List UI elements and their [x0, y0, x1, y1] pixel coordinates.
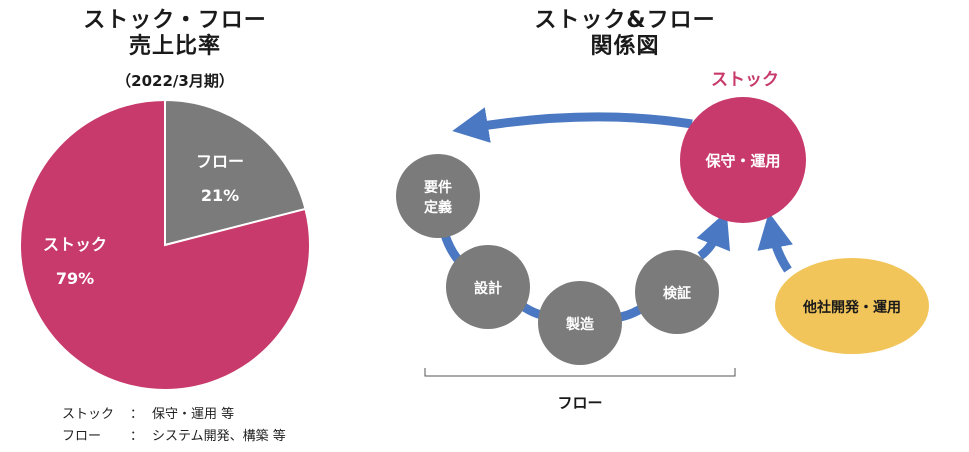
requirements-label-2: 定義 — [424, 199, 452, 216]
verify-arrow — [696, 211, 731, 260]
note-stock: ストック ： 保守・運用 等 — [62, 404, 362, 426]
note-flow-key: フロー — [62, 429, 102, 444]
pie-value-stock: 79% — [56, 269, 94, 288]
note-flow-value: システム開発、構築 等 — [152, 429, 286, 444]
other-arrow — [757, 212, 793, 273]
requirements-circle — [396, 154, 480, 238]
manufacturing-circle — [538, 281, 622, 365]
pie-label-stock: ストック — [43, 235, 107, 254]
diagram-title-line1: ストック&フロー — [534, 8, 716, 33]
other-company-label: 他社開発・運用 — [802, 299, 901, 316]
pie-title-line1: ストック・フロー — [83, 8, 267, 33]
verification-circle — [635, 250, 719, 334]
pie-chart: フロー 21% ストック 79% — [19, 100, 311, 391]
stock-circle-label: 保守・運用 — [704, 152, 780, 170]
flow-bracket — [424, 368, 736, 377]
top-arrow — [452, 107, 693, 143]
pie-title: ストック・フロー 売上比率 — [40, 8, 310, 60]
stock-circle — [680, 97, 806, 223]
design-label: 設計 — [474, 280, 502, 297]
diagram-title: ストック&フロー 関係図 — [490, 8, 760, 60]
stock-flow-diagram: 保守・運用 ストック 要件 定義 設計 製造 検証 他社開発・運用 フロー — [396, 70, 929, 412]
note-stock-colon: ： — [130, 407, 144, 422]
manufacturing-label: 製造 — [565, 316, 594, 333]
requirements-label-1: 要件 — [424, 179, 452, 196]
diagram-title-line2: 関係図 — [590, 34, 660, 59]
stock-label: ストック — [711, 70, 779, 90]
period-label: （2022/3月期） — [116, 72, 234, 90]
note-flow: フロー ： システム開発、構築 等 — [62, 426, 362, 448]
pie-label-flow: フロー — [196, 152, 244, 171]
note-stock-value: 保守・運用 等 — [152, 407, 235, 422]
note-flow-colon: ： — [130, 429, 144, 444]
pie-slice-stock — [19, 100, 311, 391]
pie-title-line2: 売上比率 — [128, 34, 221, 59]
flow-label: フロー — [557, 394, 602, 412]
pie-value-flow: 21% — [201, 186, 239, 205]
note-stock-key: ストック — [62, 407, 115, 422]
legend-notes: ストック ： 保守・運用 等 フロー ： システム開発、構築 等 — [62, 404, 362, 448]
pie-slice-flow — [164, 100, 307, 247]
other-company-ellipse — [775, 258, 929, 354]
design-circle — [446, 245, 530, 329]
verification-label: 検証 — [663, 285, 691, 302]
